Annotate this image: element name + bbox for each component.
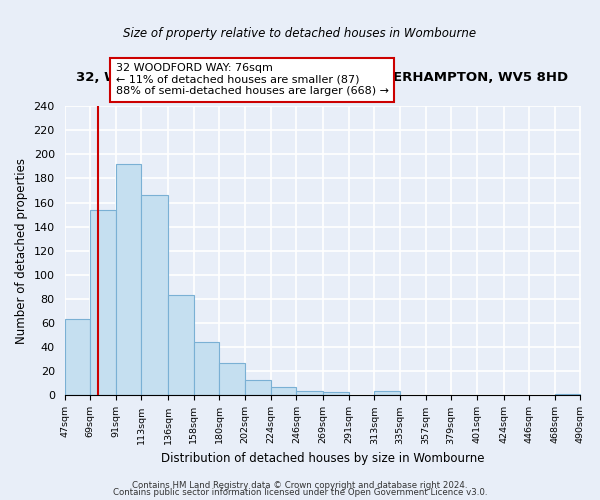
Bar <box>323 392 349 396</box>
Text: Size of property relative to detached houses in Wombourne: Size of property relative to detached ho… <box>124 28 476 40</box>
Bar <box>296 390 323 396</box>
Bar <box>220 363 245 396</box>
Bar <box>555 394 580 396</box>
Title: 32, WOODFORD WAY, WOMBOURNE, WOLVERHAMPTON, WV5 8HD: 32, WOODFORD WAY, WOMBOURNE, WOLVERHAMPT… <box>76 71 569 84</box>
Bar <box>168 296 194 396</box>
X-axis label: Distribution of detached houses by size in Wombourne: Distribution of detached houses by size … <box>161 452 484 465</box>
Bar <box>245 380 271 396</box>
Bar <box>271 387 296 396</box>
Bar <box>90 210 116 396</box>
Y-axis label: Number of detached properties: Number of detached properties <box>15 158 28 344</box>
Bar <box>116 164 142 396</box>
Bar <box>142 196 168 396</box>
Text: Contains public sector information licensed under the Open Government Licence v3: Contains public sector information licen… <box>113 488 487 497</box>
Text: Contains HM Land Registry data © Crown copyright and database right 2024.: Contains HM Land Registry data © Crown c… <box>132 480 468 490</box>
Bar <box>194 342 220 396</box>
Bar <box>374 390 400 396</box>
Text: 32 WOODFORD WAY: 76sqm
← 11% of detached houses are smaller (87)
88% of semi-det: 32 WOODFORD WAY: 76sqm ← 11% of detached… <box>116 63 389 96</box>
Bar <box>65 320 90 396</box>
